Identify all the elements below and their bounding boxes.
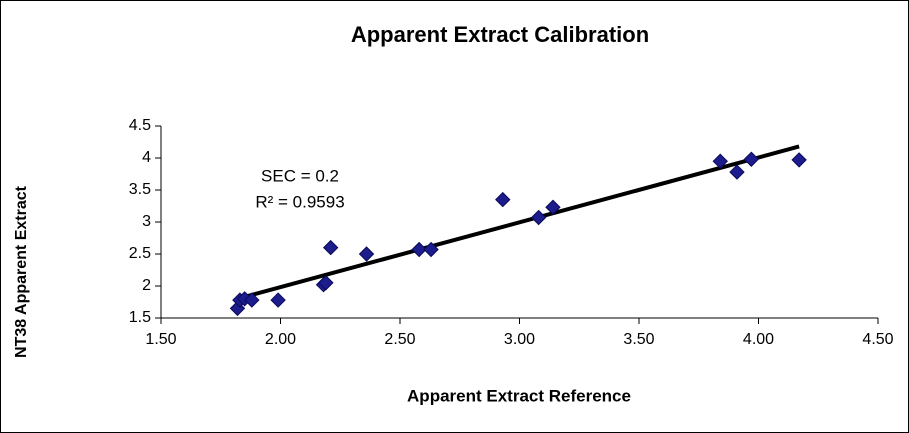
x-tick-label: 3.00 bbox=[504, 331, 535, 348]
point bbox=[244, 292, 260, 308]
x-tick-label: 2.50 bbox=[384, 331, 415, 348]
annotation: R² = 0.9593 bbox=[255, 192, 344, 211]
x-tick-label: 3.50 bbox=[623, 331, 654, 348]
point bbox=[729, 164, 745, 180]
y-tick-label: 3 bbox=[142, 213, 151, 230]
y-tick-label: 1.5 bbox=[129, 309, 151, 326]
x-axis-label: Apparent Extract Reference bbox=[407, 386, 631, 405]
point bbox=[270, 292, 286, 308]
x-tick-label: 4.50 bbox=[862, 331, 893, 348]
point bbox=[423, 241, 439, 258]
chart-title: Apparent Extract Calibration bbox=[351, 22, 649, 47]
point bbox=[791, 152, 807, 168]
point bbox=[322, 239, 339, 256]
y-axis-label: NT38 Apparent Extract bbox=[13, 185, 30, 358]
x-tick-label: 2.00 bbox=[265, 331, 296, 348]
x-tick-label: 4.00 bbox=[743, 331, 774, 348]
y-tick-label: 3.5 bbox=[129, 181, 151, 198]
trendline bbox=[236, 144, 800, 301]
point bbox=[318, 275, 334, 291]
point bbox=[358, 246, 375, 262]
point bbox=[530, 209, 547, 226]
point bbox=[495, 191, 511, 208]
y-tick-label: 4.5 bbox=[129, 117, 151, 134]
annotation: SEC = 0.2 bbox=[261, 166, 339, 185]
x-tick-label: 1.50 bbox=[145, 331, 176, 348]
y-tick-label: 2.5 bbox=[129, 245, 151, 262]
y-tick-label: 4 bbox=[142, 149, 151, 166]
point bbox=[545, 199, 561, 215]
point bbox=[743, 151, 760, 167]
y-tick-label: 2 bbox=[142, 277, 151, 294]
point bbox=[712, 153, 728, 169]
point bbox=[411, 241, 427, 258]
